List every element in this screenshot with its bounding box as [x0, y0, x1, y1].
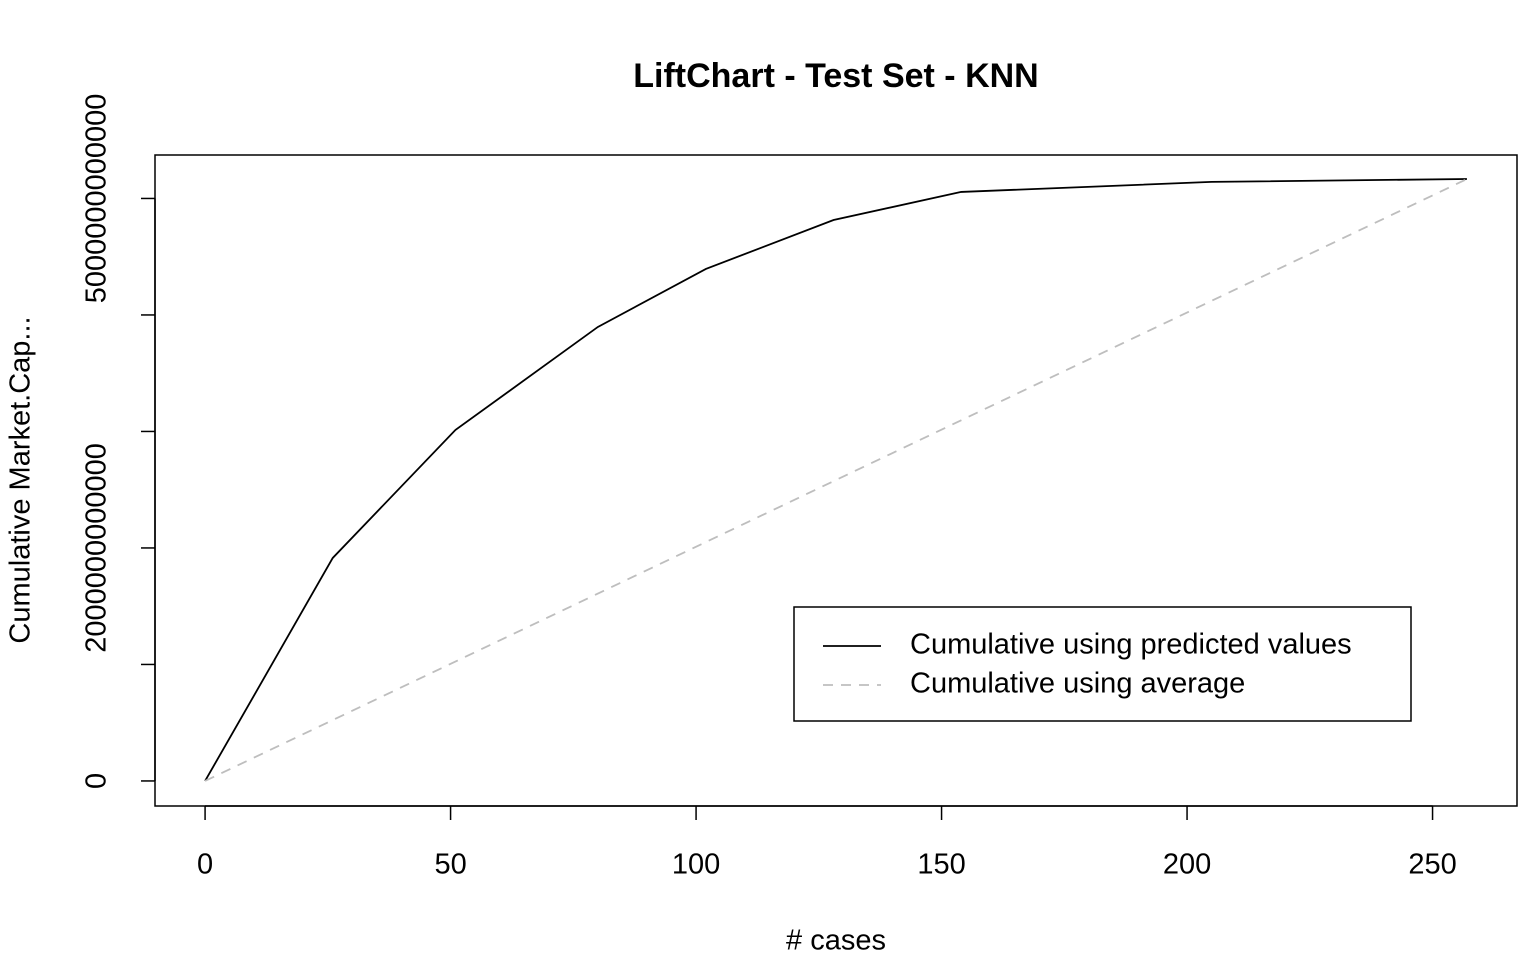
series-line	[204, 178, 1467, 782]
y-tick-label: 2000000000000	[81, 443, 113, 653]
x-axis-label: # cases	[786, 925, 886, 957]
y-tick-label: 5000000000000	[81, 94, 113, 304]
x-tick-label: 100	[672, 849, 720, 881]
x-tick-label: 0	[197, 849, 213, 881]
x-tick-label: 150	[917, 849, 965, 881]
x-tick-label: 50	[434, 849, 466, 881]
legend-box	[793, 606, 1412, 722]
legend-label: Cumulative using predicted values	[910, 629, 1352, 661]
y-axis-label: Cumulative Market.Cap...	[5, 316, 37, 643]
x-tick-label: 200	[1163, 849, 1211, 881]
x-tick-label: 250	[1408, 849, 1456, 881]
legend-label: Cumulative using average	[910, 668, 1245, 700]
chart-title: LiftChart - Test Set - KNN	[633, 57, 1038, 95]
y-tick-label: 0	[81, 773, 113, 789]
